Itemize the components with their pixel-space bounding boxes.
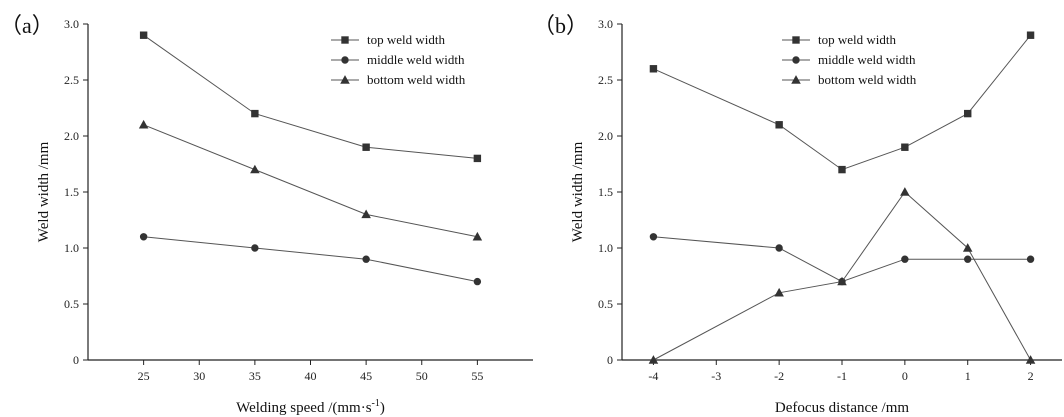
- series-line: [653, 191, 1032, 361]
- data-point-circle: [649, 233, 658, 241]
- x-tick-label: 25: [138, 369, 150, 383]
- x-tick-label: -4: [648, 369, 658, 383]
- legend-marker-circle: [341, 56, 349, 64]
- y-tick-label: 3.0: [64, 17, 79, 31]
- data-point-circle: [473, 277, 482, 286]
- x-tick-label: 55: [471, 369, 483, 383]
- data-point-circle: [775, 244, 783, 252]
- y-axis-title: Weld width /mm: [570, 141, 586, 242]
- data-point-triangle: [250, 164, 260, 174]
- data-point-circle: [139, 233, 148, 241]
- data-point-circle: [901, 255, 909, 263]
- x-tick-label: -2: [774, 369, 784, 383]
- data-point-square: [775, 121, 783, 129]
- legend-label: middle weld width: [818, 52, 916, 67]
- y-tick-label: 1.0: [64, 241, 79, 255]
- y-tick-label: 2.5: [64, 73, 79, 87]
- series-top-weld-width: [139, 31, 482, 163]
- legend-marker-triangle: [340, 75, 350, 84]
- series-line: [143, 34, 478, 159]
- x-tick-label: 2: [1028, 369, 1034, 383]
- data-point-circle: [1026, 255, 1035, 263]
- data-point-square: [901, 143, 909, 151]
- y-tick-label: 3.0: [598, 17, 613, 31]
- y-tick-label: 1.5: [64, 185, 79, 199]
- y-tick-label: 0: [607, 353, 613, 367]
- y-tick-label: 0.5: [64, 297, 79, 311]
- series-line: [143, 124, 478, 238]
- y-tick-label: 1.5: [598, 185, 613, 199]
- y-tick-label: 0: [73, 353, 79, 367]
- x-axis-title-main: Welding speed /(mm·s: [236, 400, 372, 416]
- data-point-square: [838, 165, 846, 174]
- data-point-triangle: [472, 231, 483, 241]
- y-axis-title: Weld width /mm: [36, 141, 52, 242]
- series-bottom-weld-width: [138, 119, 483, 241]
- x-tick-label: 30: [193, 369, 205, 383]
- data-point-triangle: [648, 355, 659, 364]
- series-top-weld-width: [649, 31, 1035, 174]
- legend-label: middle weld width: [367, 52, 465, 67]
- x-axis-title-superscript: -1: [372, 398, 380, 409]
- x-tick-label: 35: [249, 369, 261, 383]
- data-point-triangle: [1025, 355, 1036, 364]
- data-point-square: [964, 109, 972, 118]
- series-line: [653, 236, 1031, 283]
- legend-marker-circle: [792, 56, 800, 64]
- legend-label: top weld width: [367, 32, 445, 47]
- data-point-circle: [362, 255, 370, 263]
- data-point-square: [362, 143, 370, 151]
- x-tick-label: 1: [965, 369, 971, 383]
- x-tick-label: -3: [711, 369, 721, 383]
- y-tick-label: 0.5: [598, 297, 613, 311]
- panel-label: （b）: [533, 13, 588, 38]
- chart-panel-a: （a） 0 0.5 1.0 1.5 2.0 2.5 3.0 25 30 35 40 45 50 55 Weld…: [0, 13, 533, 416]
- x-tick-label: 45: [360, 369, 372, 383]
- x-axis-title: Defocus distance /mm: [775, 400, 909, 416]
- legend-label: bottom weld width: [367, 72, 466, 87]
- series-line: [653, 34, 1031, 171]
- x-axis-title: Welding speed /(mm·s-1): [236, 398, 385, 416]
- y-tick-label: 2.5: [598, 73, 613, 87]
- data-point-circle: [251, 244, 259, 252]
- y-tick-label: 2.0: [64, 129, 79, 143]
- panel-label: （a）: [0, 13, 54, 38]
- legend-marker-square: [341, 36, 349, 44]
- x-tick-label: 40: [305, 369, 317, 383]
- x-tick-label: 0: [902, 369, 908, 383]
- y-tick-label: 1.0: [598, 241, 613, 255]
- legend: top weld width middle weld width bottom we…: [782, 32, 917, 87]
- data-point-square: [1026, 31, 1035, 39]
- legend-label: top weld width: [818, 32, 896, 47]
- x-tick-label: 50: [416, 369, 428, 383]
- data-point-triangle: [774, 287, 784, 297]
- data-point-triangle: [900, 187, 910, 196]
- series-bottom-weld-width: [648, 187, 1036, 364]
- x-axis-title-close: ): [380, 400, 385, 416]
- data-point-square: [251, 109, 259, 118]
- x-axis-title-main: Defocus distance /mm: [775, 400, 909, 416]
- data-point-triangle: [837, 276, 847, 286]
- legend-marker-square: [792, 36, 800, 44]
- data-point-square: [139, 31, 148, 39]
- data-point-square: [649, 65, 658, 73]
- chart-panel-b: （b） 0 0.5 1.0 1.5 2.0 2.5 3.0 -4 -3 -2 -1 0 1 2 Defocus…: [533, 13, 1062, 416]
- series-middle-weld-width: [139, 233, 482, 286]
- x-tick-label: -1: [837, 369, 847, 383]
- legend-marker-triangle: [791, 75, 801, 84]
- legend-label: bottom weld width: [818, 72, 917, 87]
- data-point-triangle: [361, 209, 371, 219]
- data-point-circle: [964, 255, 972, 263]
- y-tick-label: 2.0: [598, 129, 613, 143]
- legend: top weld width middle weld width bottom we…: [331, 32, 466, 87]
- series-line: [143, 236, 478, 283]
- data-point-triangle: [962, 243, 973, 252]
- data-point-square: [473, 154, 482, 163]
- data-point-triangle: [138, 119, 149, 129]
